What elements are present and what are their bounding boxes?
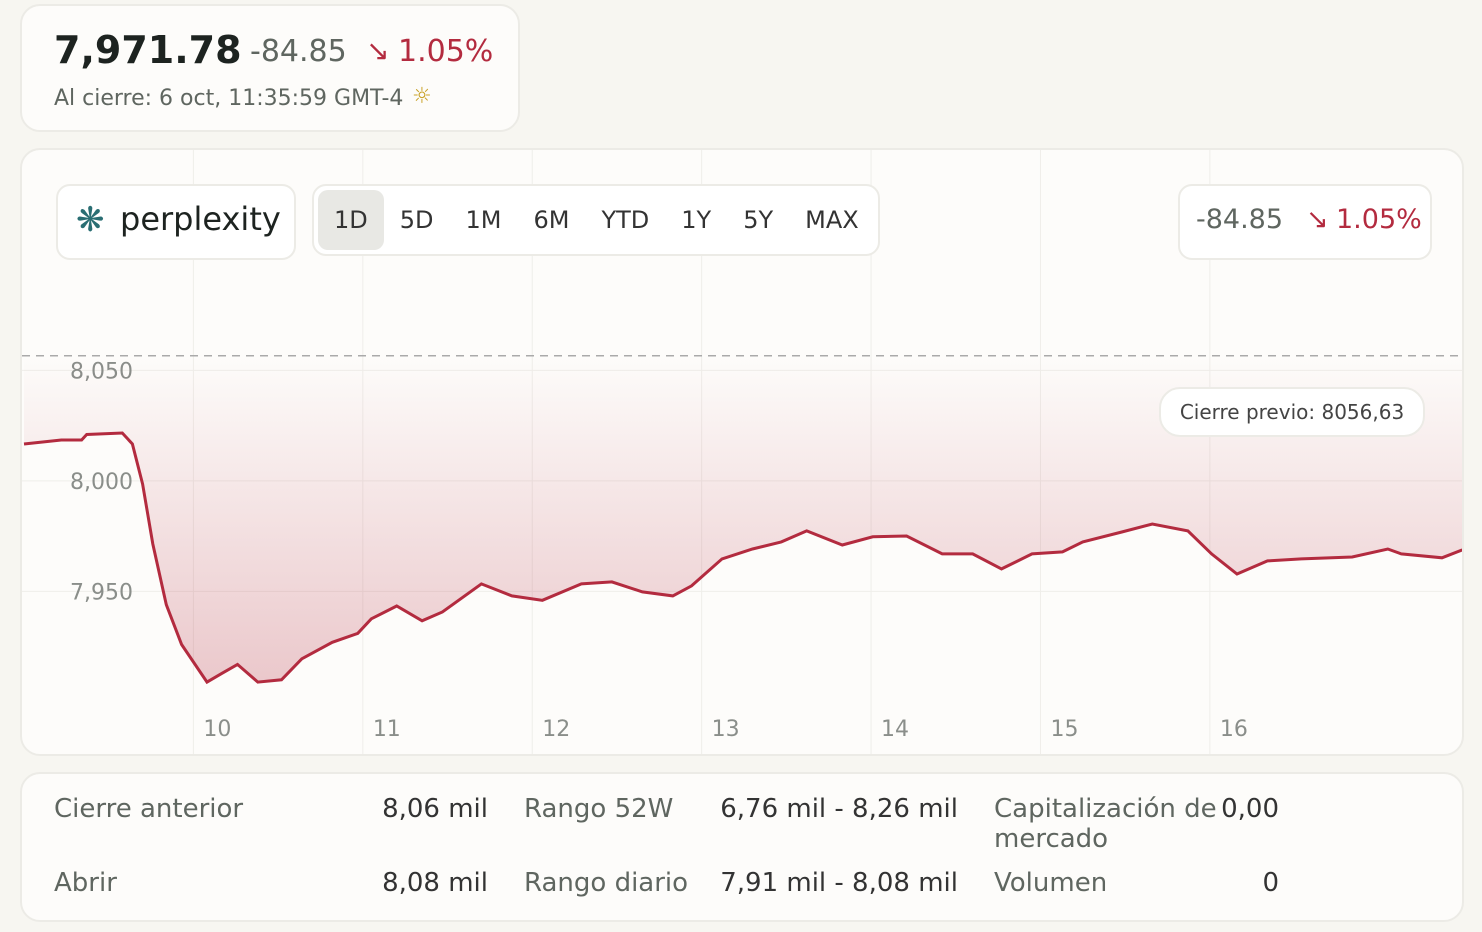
x-tick-label: 13 bbox=[712, 717, 740, 742]
brand: perplexity bbox=[120, 200, 281, 238]
quote-card: 7,971.78 -84.85 ↘ 1.05% Al cierre: 6 oct… bbox=[20, 4, 520, 132]
area bbox=[24, 355, 1462, 683]
change-pct: 1.05% bbox=[1336, 204, 1422, 235]
stat-value: 8,08 mil bbox=[382, 868, 488, 898]
stat-label: Volumen bbox=[994, 868, 1108, 898]
time: Al cierre: 6 oct, 11:35:59 GMT-4 bbox=[54, 86, 404, 111]
range-tab[interactable]: 6M bbox=[533, 206, 570, 234]
spacer bbox=[958, 794, 994, 854]
arrow: ↘ bbox=[1306, 204, 1329, 235]
x-tick-label: 16 bbox=[1220, 717, 1248, 742]
spacer bbox=[958, 868, 994, 898]
stats-card: Cierre anterior 8,06 mil Rango 52W 6,76 mil… bbox=[20, 772, 1464, 922]
stats-row: Cierre anterior 8,06 mil Rango 52W 6,76 mil… bbox=[54, 794, 1430, 854]
range-tab[interactable]: MAX bbox=[805, 206, 859, 234]
range-tab[interactable]: 1M bbox=[465, 206, 502, 234]
change-pct: 1.05% bbox=[398, 34, 494, 69]
price-line bbox=[23, 431, 1462, 685]
stat-value: 0 bbox=[1262, 868, 1279, 898]
stat-label: Abrir bbox=[54, 868, 117, 898]
stat-value: 8,06 mil bbox=[382, 794, 488, 824]
stat-label: Rango 52W bbox=[524, 794, 674, 824]
stat-value: 7,91 mil - 8,08 mil bbox=[720, 868, 958, 898]
x-tick-label: 11 bbox=[373, 717, 401, 742]
range-tab[interactable]: 5Y bbox=[743, 206, 774, 234]
price: 7,971.78 bbox=[54, 28, 242, 72]
range-tab[interactable]: 1D bbox=[318, 190, 384, 250]
arrow: ↘ bbox=[366, 34, 390, 67]
x-tick-label: 12 bbox=[542, 717, 570, 742]
stat-label: Cierre anterior bbox=[54, 794, 244, 824]
y-tick-label: 8,000 bbox=[70, 470, 133, 495]
range-tab[interactable]: 5D bbox=[399, 206, 434, 234]
x-tick-label: 14 bbox=[881, 717, 909, 742]
sun-icon: ☼ bbox=[412, 84, 432, 109]
range-tabs: 1D 5D 1M 6M YTD 1Y 5Y MAX bbox=[312, 184, 880, 256]
stats-row: Abrir 8,08 mil Rango diario 7,91 mil - 8,08… bbox=[54, 868, 1430, 898]
reference-label: Cierre previo: 8056,63 bbox=[1180, 400, 1404, 424]
x-tick-label: 10 bbox=[203, 717, 231, 742]
change: -84.85 bbox=[1196, 204, 1284, 235]
stat-label: Capitalización de mercado bbox=[994, 794, 1217, 854]
spacer bbox=[488, 794, 524, 854]
range-tab[interactable]: 1Y bbox=[681, 206, 712, 234]
brand-box: ❋ perplexity bbox=[56, 184, 296, 260]
logo-icon: ❋ bbox=[76, 200, 105, 240]
change-box: -84.85 ↘ 1.05% bbox=[1178, 184, 1432, 260]
stat-value: 6,76 mil - 8,26 mil bbox=[720, 794, 958, 824]
stat-label: Rango diario bbox=[524, 868, 689, 898]
range-tab[interactable]: YTD bbox=[601, 206, 650, 234]
reference-badge bbox=[1159, 387, 1425, 437]
change: -84.85 bbox=[250, 34, 347, 69]
x-tick-label: 15 bbox=[1050, 717, 1078, 742]
spacer bbox=[488, 868, 524, 898]
stat-value: 0,00 bbox=[1221, 794, 1279, 824]
y-tick-label: 7,950 bbox=[70, 580, 133, 605]
